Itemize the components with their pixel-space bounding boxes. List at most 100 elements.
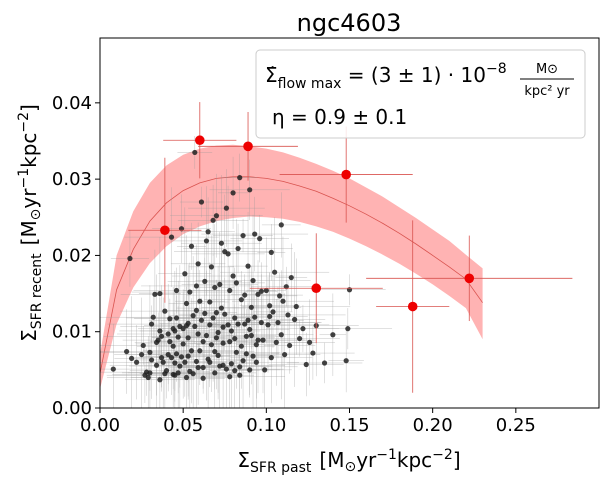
black-point bbox=[195, 331, 201, 337]
annotation-subscript: flow max bbox=[278, 76, 342, 92]
black-point bbox=[165, 331, 171, 337]
black-point bbox=[207, 299, 213, 305]
red-points-layer bbox=[128, 102, 573, 393]
black-point bbox=[127, 255, 133, 262]
red-point bbox=[407, 301, 418, 312]
black-point bbox=[220, 362, 226, 368]
black-point bbox=[238, 343, 244, 349]
black-point bbox=[207, 322, 213, 328]
black-point bbox=[247, 187, 253, 193]
black-point bbox=[238, 297, 244, 303]
black-point bbox=[293, 303, 299, 310]
black-point bbox=[247, 367, 253, 373]
black-point bbox=[250, 277, 256, 284]
x-tick-label: 0.15 bbox=[329, 415, 369, 436]
black-point bbox=[175, 334, 181, 340]
black-point bbox=[230, 190, 236, 196]
black-point bbox=[208, 342, 215, 348]
black-point bbox=[258, 319, 264, 326]
black-point bbox=[265, 322, 271, 328]
black-point bbox=[197, 298, 203, 304]
black-point bbox=[278, 222, 284, 228]
black-point bbox=[183, 374, 190, 381]
black-point bbox=[173, 315, 180, 321]
black-point bbox=[195, 261, 201, 267]
model-band bbox=[100, 144, 483, 389]
black-point bbox=[160, 359, 166, 365]
y-tick-label: 0.00 bbox=[52, 398, 92, 419]
black-point bbox=[233, 280, 239, 286]
black-point bbox=[240, 358, 246, 364]
black-point bbox=[158, 333, 165, 339]
black-point bbox=[203, 238, 210, 244]
black-point bbox=[110, 366, 116, 372]
black-point bbox=[157, 328, 163, 334]
black-point bbox=[178, 354, 185, 360]
black-point bbox=[218, 305, 225, 311]
black-point bbox=[252, 231, 258, 237]
black-point bbox=[185, 353, 191, 359]
black-point bbox=[205, 229, 211, 235]
black-point bbox=[237, 364, 243, 370]
black-point bbox=[300, 326, 306, 332]
black-point bbox=[172, 360, 178, 366]
black-point bbox=[227, 287, 233, 294]
black-point bbox=[267, 313, 273, 320]
black-point bbox=[200, 364, 206, 371]
black-point bbox=[188, 348, 195, 354]
black-point bbox=[148, 321, 155, 327]
black-point bbox=[170, 343, 176, 349]
y-tick-label: 0.02 bbox=[52, 245, 92, 266]
svg-text:Σ̇flow max = (3 ± 1) · 10−8: Σ̇flow max = (3 ± 1) · 10−8 bbox=[265, 61, 507, 92]
black-point bbox=[321, 360, 328, 366]
black-point bbox=[242, 292, 248, 298]
black-point bbox=[225, 251, 231, 257]
x-ticks: 0.00 0.05 0.10 0.15 0.20 0.25 bbox=[80, 408, 536, 436]
black-point bbox=[215, 329, 221, 336]
black-point bbox=[155, 337, 161, 343]
black-point bbox=[272, 269, 278, 275]
black-point bbox=[188, 243, 195, 249]
black-point bbox=[278, 332, 284, 338]
model-center-line bbox=[99, 176, 483, 374]
black-point bbox=[190, 313, 196, 319]
y-tick-label: 0.03 bbox=[52, 169, 92, 190]
black-point bbox=[248, 332, 254, 339]
black-point bbox=[124, 348, 130, 355]
black-point bbox=[173, 287, 180, 294]
black-point bbox=[280, 298, 286, 304]
black-point bbox=[207, 359, 213, 365]
black-point bbox=[247, 326, 253, 333]
black-point bbox=[303, 361, 309, 368]
black-point bbox=[157, 377, 163, 383]
black-point bbox=[193, 307, 200, 313]
black-point bbox=[168, 234, 175, 240]
black-point bbox=[147, 349, 153, 355]
black-point bbox=[198, 317, 205, 323]
black-point bbox=[213, 335, 220, 341]
black-point bbox=[235, 321, 241, 327]
black-point bbox=[172, 372, 178, 378]
black-point bbox=[228, 328, 235, 334]
black-point bbox=[262, 367, 268, 373]
black-point bbox=[260, 337, 266, 343]
black-point bbox=[163, 368, 170, 374]
black-point bbox=[345, 326, 351, 332]
black-point bbox=[235, 245, 241, 252]
y-ticks: 0.00 0.01 0.02 0.03 0.04 bbox=[52, 93, 100, 419]
black-point bbox=[148, 357, 155, 363]
model-band-layer bbox=[99, 144, 483, 389]
black-point bbox=[270, 309, 276, 315]
black-point bbox=[297, 335, 303, 342]
black-point bbox=[212, 284, 218, 291]
black-point bbox=[182, 271, 188, 277]
black-point bbox=[310, 350, 316, 356]
black-point bbox=[253, 359, 259, 365]
black-point bbox=[273, 339, 279, 345]
x-axis-label: ΣSFR past [M⊙yr−1kpc−2] bbox=[237, 447, 460, 476]
black-point bbox=[187, 289, 193, 295]
red-point bbox=[160, 225, 170, 236]
black-point bbox=[183, 300, 190, 307]
annotation-exponent: −8 bbox=[486, 61, 507, 77]
